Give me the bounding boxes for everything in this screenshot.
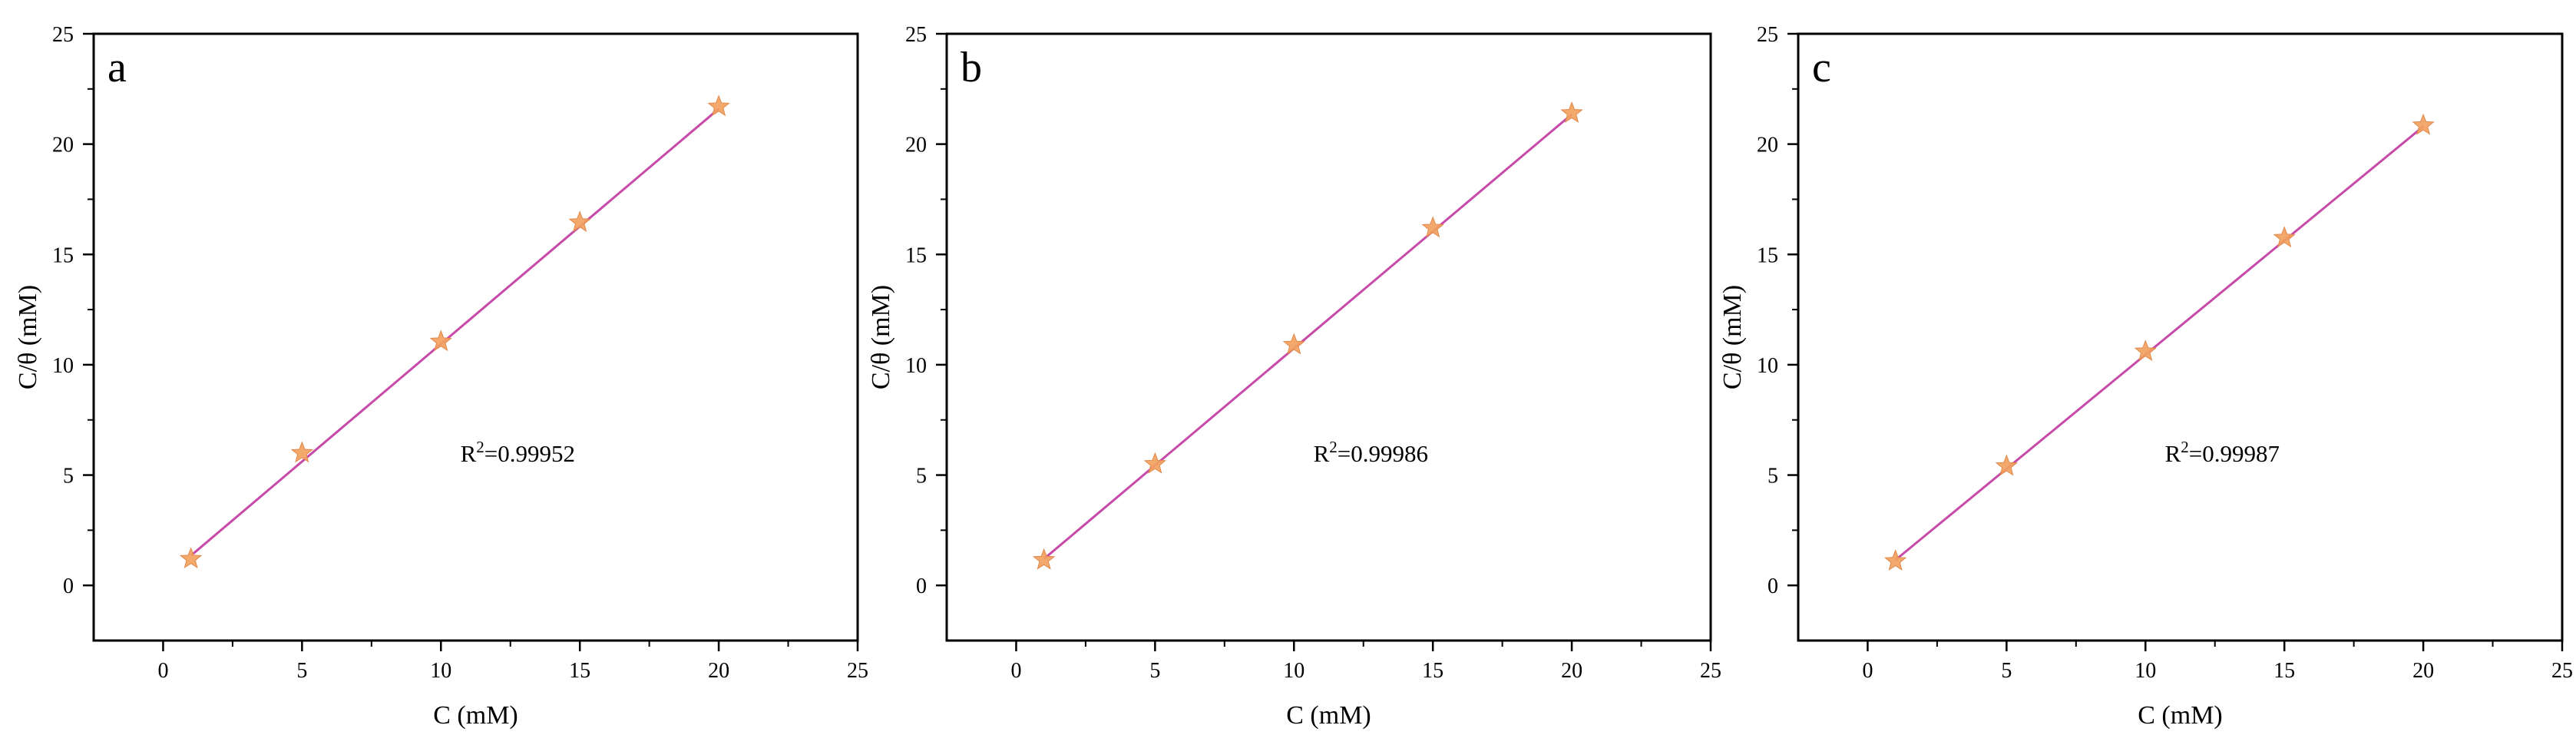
y-tick-label: 0	[1767, 574, 1778, 598]
r-squared-value: =0.99986	[1338, 440, 1428, 467]
data-point-star	[568, 210, 591, 233]
plot-frame	[1797, 32, 2564, 642]
x-tick-label: 10	[430, 659, 451, 683]
y-tick-label: 10	[1757, 354, 1778, 378]
x-tick-label: 10	[2135, 659, 2156, 683]
r-squared-annotation: R2=0.99952	[461, 438, 575, 467]
x-tick-label: 15	[1422, 659, 1443, 683]
x-tick-label: 15	[2273, 659, 2295, 683]
data-point-star	[1143, 452, 1167, 474]
x-axis-label: C (mM)	[1286, 701, 1371, 730]
plot-frame	[92, 32, 859, 642]
x-tick-label: 0	[157, 659, 168, 683]
r-squared-base: R	[1314, 440, 1330, 467]
data-point-star	[2412, 113, 2435, 135]
data-point-star	[2134, 339, 2157, 362]
y-tick-label: 5	[916, 465, 927, 488]
data-point-star	[290, 441, 314, 463]
data-point-star	[1883, 549, 1907, 571]
x-tick-label: 25	[2551, 659, 2573, 683]
fit-line	[1894, 125, 2425, 561]
data-point-star	[1421, 216, 1444, 238]
data-point-star	[1032, 548, 1056, 570]
y-tick-label: 10	[905, 354, 927, 378]
data-point-star	[1282, 333, 1305, 355]
x-tick-label: 25	[1700, 659, 1721, 683]
x-axis-label: C (mM)	[2138, 701, 2223, 730]
r-squared-base: R	[2165, 440, 2181, 467]
r-squared-base: R	[461, 440, 477, 467]
y-tick-label: 15	[1757, 243, 1778, 267]
data-point-star	[429, 329, 452, 352]
panel-label: c	[1812, 44, 1831, 91]
x-tick-label: 0	[1010, 659, 1021, 683]
data-point-star	[707, 94, 730, 117]
y-tick-label: 25	[1757, 23, 1778, 47]
y-tick-label: 0	[63, 574, 74, 598]
y-tick-label: 25	[52, 23, 74, 47]
x-tick-label: 20	[2412, 659, 2434, 683]
data-point-star	[1995, 454, 2019, 476]
panel-label: a	[107, 44, 127, 91]
data-point-star	[179, 547, 203, 569]
r-squared-value: =0.99987	[2189, 440, 2280, 467]
y-tick-label: 20	[905, 134, 927, 157]
y-tick-label: 20	[52, 134, 74, 157]
fit-line	[190, 108, 720, 557]
r-squared-superscript: 2	[1329, 438, 1338, 456]
fit-line	[1043, 113, 1573, 560]
y-tick-label: 15	[905, 243, 927, 267]
plot-frame	[945, 32, 1712, 642]
y-tick-label: 20	[1757, 134, 1778, 157]
y-tick-label: 5	[1767, 465, 1778, 488]
chart-panel-b: 0 5 10 15 20 25 0 5 10 15 20 25 C (mM) C/θ (mM) b R2=0.…	[867, 23, 1721, 730]
panel-label: b	[961, 44, 982, 91]
r-squared-annotation: R2=0.99987	[2165, 438, 2280, 467]
y-tick-label: 10	[52, 354, 74, 378]
chart-panel-a: 0 5 10 15 20 25 0 5 10 15 20 25 C (mM) C/θ (mM) a R2=0.…	[14, 23, 868, 730]
x-axis-label: C (mM)	[433, 701, 518, 730]
r-squared-superscript: 2	[476, 438, 484, 456]
data-point-star	[2273, 226, 2296, 248]
x-tick-label: 20	[708, 659, 729, 683]
x-tick-label: 5	[1149, 659, 1160, 683]
chart-panel-c: 0 5 10 15 20 25 0 5 10 15 20 25 C (mM) C/θ (mM) c R2=0.…	[1718, 23, 2573, 730]
y-axis-label: C/θ (mM)	[867, 285, 895, 389]
x-tick-label: 25	[847, 659, 868, 683]
y-tick-label: 0	[916, 574, 927, 598]
y-tick-label: 15	[52, 243, 74, 267]
y-axis-label: C/θ (mM)	[14, 285, 42, 389]
x-tick-label: 10	[1283, 659, 1305, 683]
r-squared-annotation: R2=0.99986	[1314, 438, 1428, 467]
x-tick-label: 0	[1862, 659, 1873, 683]
y-tick-label: 5	[63, 465, 74, 488]
x-tick-label: 5	[296, 659, 307, 683]
x-tick-label: 20	[1561, 659, 1582, 683]
y-axis-label: C/θ (mM)	[1718, 285, 1747, 389]
r-squared-value: =0.99952	[484, 440, 575, 467]
r-squared-superscript: 2	[2181, 438, 2189, 456]
x-tick-label: 15	[569, 659, 590, 683]
data-point-star	[1560, 101, 1583, 123]
y-tick-label: 25	[905, 23, 927, 47]
x-tick-label: 5	[2001, 659, 2012, 683]
